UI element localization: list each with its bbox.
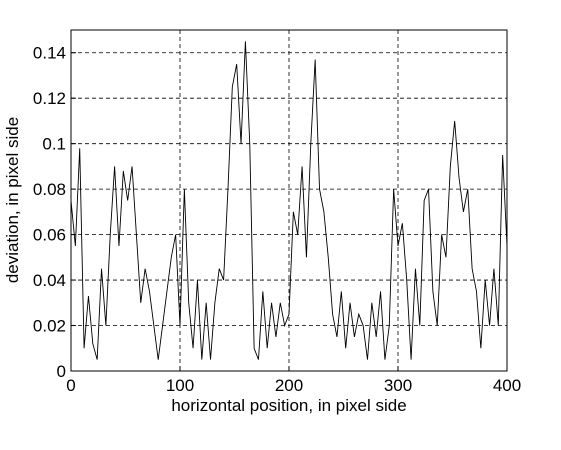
x-axis-label: horizontal position, in pixel side [171, 396, 406, 415]
x-tick-label: 0 [66, 376, 75, 395]
y-tick-label: 0.02 [33, 317, 66, 336]
y-tick-label: 0.08 [33, 180, 66, 199]
y-tick-label: 0.12 [33, 89, 66, 108]
y-tick-label: 0.1 [42, 135, 66, 154]
y-tick-label: 0.04 [33, 271, 66, 290]
y-tick-label: 0 [57, 362, 66, 381]
y-tick-label: 0.06 [33, 226, 66, 245]
x-tick-label: 300 [384, 376, 412, 395]
x-tick-label: 100 [166, 376, 194, 395]
y-axis-label: deviation, in pixel side [3, 117, 22, 283]
x-tick-label: 200 [275, 376, 303, 395]
y-tick-label: 0.14 [33, 44, 66, 63]
data-line [70, 41, 508, 360]
x-tick-label: 400 [493, 376, 521, 395]
